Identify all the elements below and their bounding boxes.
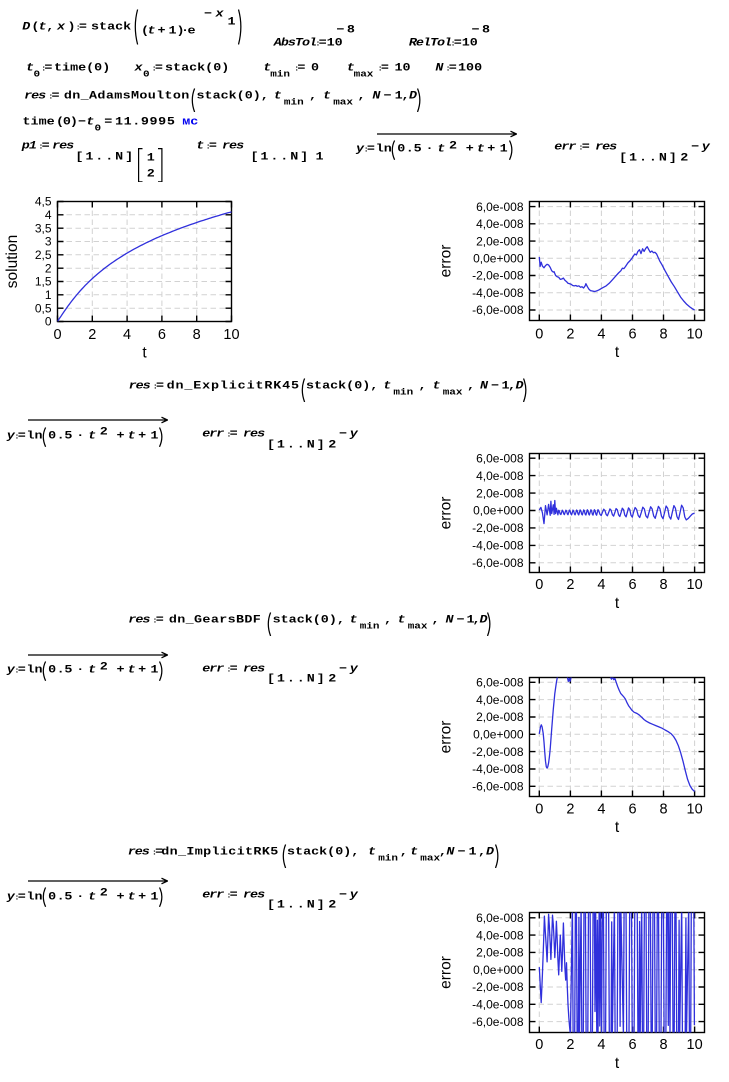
svg-text:-2,0e-008: -2,0e-008 [472,269,524,283]
svg-text:t: t [615,595,620,612]
svg-text:10: 10 [687,326,703,342]
svg-text:2,0e-008: 2,0e-008 [476,486,524,500]
svg-text:6,0e-008: 6,0e-008 [476,200,524,214]
svg-text:-4,0e-008: -4,0e-008 [472,539,524,553]
svg-text:0: 0 [45,315,52,329]
svg-text:2: 2 [566,326,574,342]
svg-text:0: 0 [535,326,543,342]
svg-text:6,0e-008: 6,0e-008 [476,451,524,465]
svg-text:0: 0 [535,802,543,818]
svg-text:4: 4 [597,802,605,818]
svg-text:0,0e+000: 0,0e+000 [473,963,524,977]
svg-text:0: 0 [535,1037,543,1053]
svg-text:10: 10 [223,327,239,343]
svg-text:4,5: 4,5 [35,195,52,209]
svg-text:6: 6 [628,1037,636,1053]
svg-text:4,0e-008: 4,0e-008 [476,928,524,942]
svg-text:error: error [438,956,455,989]
svg-text:4: 4 [45,208,52,222]
svg-text:6: 6 [158,327,166,343]
svg-text:-6,0e-008: -6,0e-008 [472,303,524,317]
svg-text:t: t [615,819,620,836]
svg-text:0,0e+000: 0,0e+000 [473,504,524,518]
svg-text:4,0e-008: 4,0e-008 [476,469,524,483]
svg-text:2: 2 [88,327,96,343]
svg-text:6: 6 [628,802,636,818]
svg-text:-2,0e-008: -2,0e-008 [472,980,524,994]
svg-text:10: 10 [687,802,703,818]
svg-text:6: 6 [628,577,636,593]
svg-text:-4,0e-008: -4,0e-008 [472,762,524,776]
svg-text:1,5: 1,5 [35,275,52,289]
svg-text:8: 8 [659,326,667,342]
svg-text:8: 8 [193,327,201,343]
svg-text:solution: solution [4,235,21,288]
svg-text:8: 8 [659,1037,667,1053]
svg-text:-4,0e-008: -4,0e-008 [472,286,524,300]
svg-text:2: 2 [45,261,52,275]
svg-text:0: 0 [53,327,61,343]
svg-text:8: 8 [659,577,667,593]
svg-text:6,0e-008: 6,0e-008 [476,911,524,925]
svg-text:-2,0e-008: -2,0e-008 [472,521,524,535]
svg-text:-4,0e-008: -4,0e-008 [472,998,524,1012]
svg-text:3: 3 [45,235,52,249]
svg-text:-2,0e-008: -2,0e-008 [472,745,524,759]
svg-text:t: t [615,1055,620,1072]
svg-text:4,0e-008: 4,0e-008 [476,217,524,231]
svg-text:error: error [438,245,455,278]
svg-text:2: 2 [566,1037,574,1053]
svg-text:8: 8 [659,802,667,818]
svg-text:-6,0e-008: -6,0e-008 [472,1015,524,1029]
svg-text:-6,0e-008: -6,0e-008 [472,780,524,794]
svg-text:2,0e-008: 2,0e-008 [476,234,524,248]
svg-text:2,0e-008: 2,0e-008 [476,946,524,960]
svg-text:error: error [438,497,455,530]
svg-text:t: t [142,345,147,362]
svg-text:4: 4 [597,1037,605,1053]
svg-text:0,0e+000: 0,0e+000 [473,252,524,266]
svg-text:4: 4 [123,327,131,343]
svg-text:6: 6 [628,326,636,342]
svg-text:-6,0e-008: -6,0e-008 [472,556,524,570]
svg-text:3,5: 3,5 [35,221,52,235]
svg-text:10: 10 [687,577,703,593]
svg-text:10: 10 [687,1037,703,1053]
svg-text:6,0e-008: 6,0e-008 [476,676,524,690]
svg-text:2: 2 [566,802,574,818]
svg-text:4,0e-008: 4,0e-008 [476,693,524,707]
svg-text:t: t [615,344,620,361]
svg-text:1: 1 [45,288,52,302]
svg-text:error: error [438,721,455,754]
svg-text:2: 2 [566,577,574,593]
svg-text:4: 4 [597,326,605,342]
svg-text:4: 4 [597,577,605,593]
svg-text:0: 0 [535,577,543,593]
svg-text:0,5: 0,5 [35,301,52,315]
svg-text:2,5: 2,5 [35,248,52,262]
svg-text:2,0e-008: 2,0e-008 [476,710,524,724]
svg-text:0,0e+000: 0,0e+000 [473,728,524,742]
